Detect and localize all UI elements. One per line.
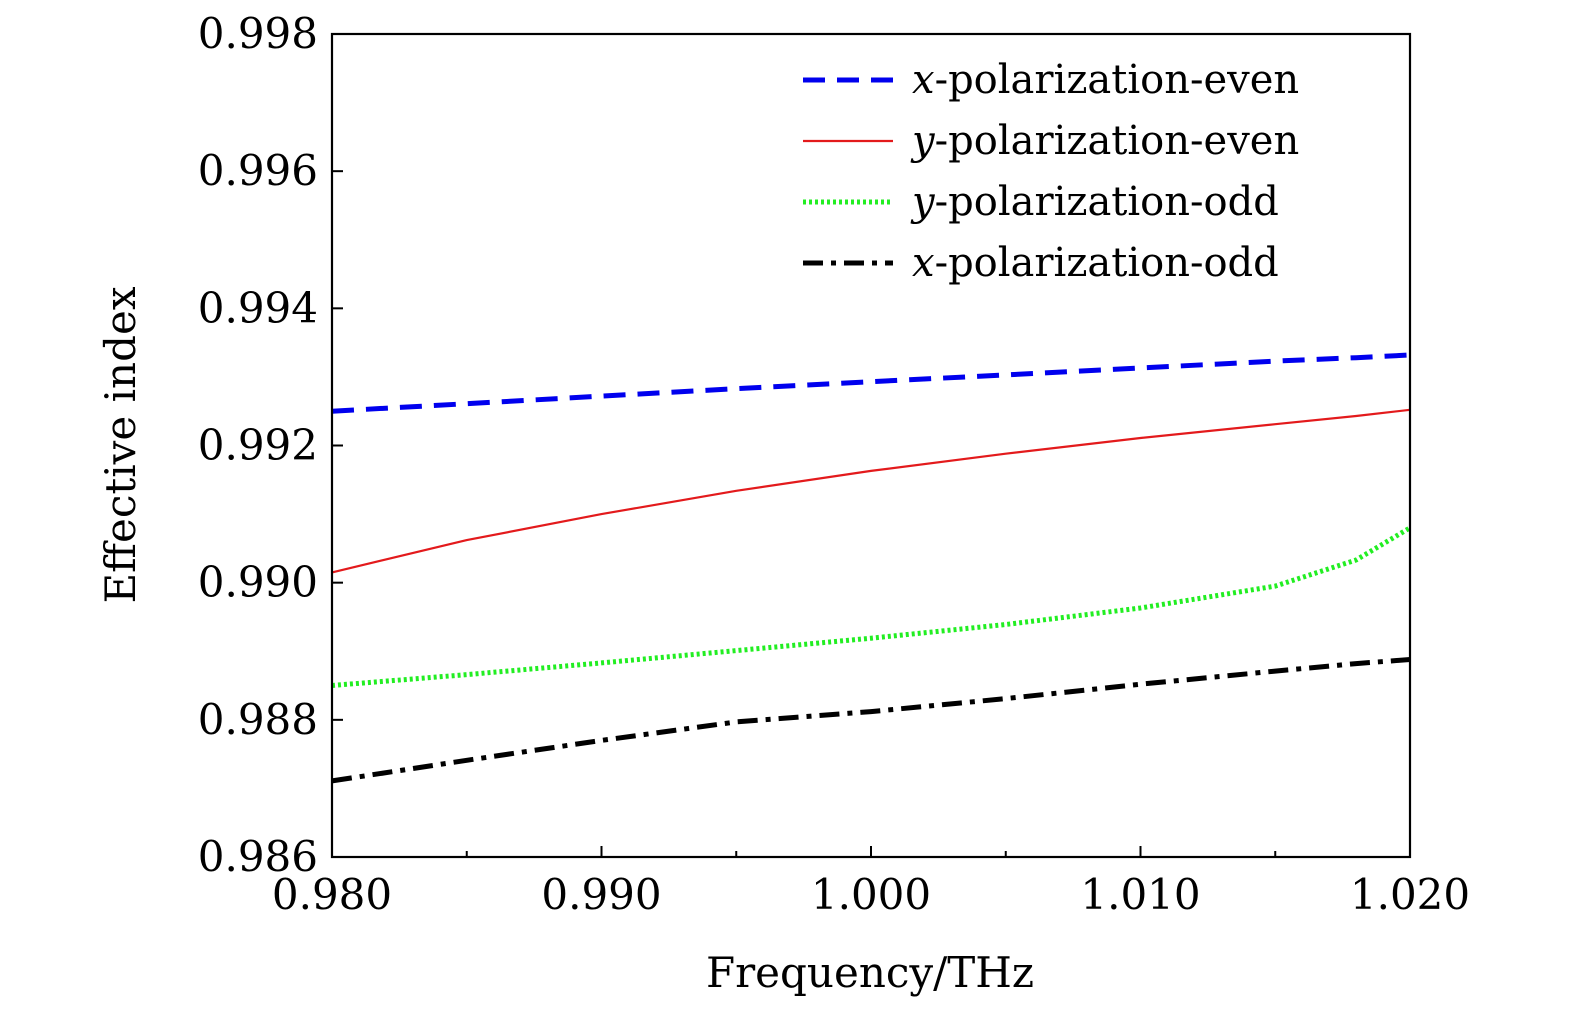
x-tick-label: 0.980: [272, 870, 392, 919]
x-axis-title: Frequency/THz: [706, 948, 1034, 997]
x-tick-label: 1.020: [1350, 870, 1470, 919]
series-line-y-polarization-odd: [331, 525, 1412, 688]
series-line-x-polarization-even: [331, 352, 1411, 414]
legend-label-x-polarization-even: x-polarization-even: [912, 57, 1299, 103]
legend-label-x-polarization-odd: x-polarization-odd: [912, 240, 1279, 286]
legend-label-y-polarization-even: y-polarization-even: [910, 118, 1299, 164]
ticks-layer: 0.980 0.990 1.000 1.010 1.020 0.986 0.988 0.990…: [198, 9, 1470, 919]
legend: x-polarization-even y-polarization-even y-…: [803, 57, 1299, 286]
y-tick-label: 0.990: [198, 558, 318, 607]
x-tick-label: 0.990: [541, 870, 661, 919]
x-tick-label: 1.010: [1080, 870, 1200, 919]
series-line-x-polarization-odd: [331, 657, 1411, 784]
y-tick-label: 0.994: [198, 283, 318, 332]
x-tick-label: 1.000: [811, 870, 931, 919]
y-tick-label: 0.996: [198, 146, 318, 195]
series-line-y-polarization-even: [331, 408, 1411, 574]
y-axis-title: Effective index: [96, 286, 145, 603]
y-tick-label: 0.998: [198, 9, 318, 58]
series-layer: [331, 352, 1412, 784]
legend-label-y-polarization-odd: y-polarization-odd: [910, 179, 1279, 225]
y-tick-label: 0.992: [198, 421, 318, 470]
y-tick-label: 0.986: [198, 832, 318, 881]
y-tick-label: 0.988: [198, 695, 318, 744]
